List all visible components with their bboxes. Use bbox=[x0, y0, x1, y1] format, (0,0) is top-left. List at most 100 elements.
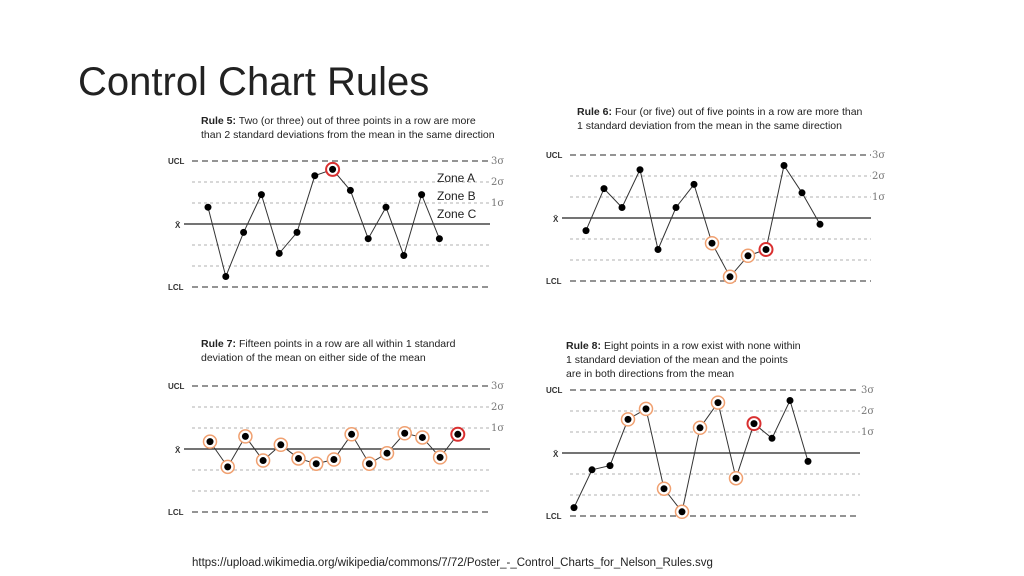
rule6-name: Rule 6: bbox=[577, 106, 613, 118]
data-point bbox=[364, 235, 372, 243]
rule8-text-2: 1 standard deviation of the mean and the… bbox=[566, 354, 788, 366]
data-point bbox=[400, 252, 408, 259]
data-point bbox=[257, 191, 265, 199]
rule8-text-1: Eight points in a row exist with none wi… bbox=[603, 340, 801, 352]
rule5-chart: UCL LCL X̄ 3σ 2σ 1σ Zone A Zone B Zone C bbox=[168, 156, 504, 292]
zone-label-3: Zone C bbox=[437, 207, 477, 221]
rule7-caption: Rule 7: Fifteen points in a row are all … bbox=[201, 337, 521, 365]
zone-label-2: Zone B bbox=[437, 189, 476, 203]
rule6-text-1: Four (or five) out of five points in a r… bbox=[614, 106, 863, 118]
ucl-label: UCL bbox=[546, 386, 563, 395]
data-point bbox=[672, 204, 680, 211]
data-point bbox=[636, 166, 644, 174]
rule8-chart: UCL LCL X̄ 3σ 2σ 1σ bbox=[546, 385, 874, 521]
zone-label-1: Zone A bbox=[437, 171, 475, 185]
mean-label: X̄ bbox=[175, 446, 181, 455]
sigma1-label: 1σ bbox=[872, 192, 885, 203]
data-point bbox=[293, 228, 301, 236]
data-point bbox=[732, 474, 740, 482]
data-point bbox=[654, 246, 662, 253]
data-point bbox=[311, 172, 319, 180]
lcl-label: LCL bbox=[168, 508, 184, 517]
data-point bbox=[418, 191, 426, 199]
series-line bbox=[573, 399, 809, 513]
rule5-text-1: Two (or three) out of three points in a … bbox=[238, 115, 476, 127]
data-point bbox=[382, 203, 390, 211]
data-point bbox=[780, 162, 788, 169]
rule8-name: Rule 8: bbox=[566, 340, 602, 352]
slide-title: Control Chart Rules bbox=[78, 60, 430, 104]
sigma1-label: 1σ bbox=[491, 198, 504, 209]
data-point bbox=[798, 189, 806, 197]
data-point bbox=[312, 460, 320, 468]
data-point bbox=[330, 456, 338, 463]
data-point bbox=[750, 420, 758, 428]
data-point bbox=[786, 397, 794, 404]
data-point bbox=[762, 246, 770, 253]
data-point bbox=[804, 457, 812, 465]
source-url: https://upload.wikimedia.org/wikipedia/c… bbox=[192, 557, 713, 569]
data-point bbox=[678, 508, 686, 516]
ucl-label: UCL bbox=[168, 382, 185, 391]
sigma1-label: 1σ bbox=[861, 427, 874, 438]
rule7-name: Rule 7: bbox=[201, 338, 237, 350]
rule8-caption: Rule 8: Eight points in a row exist with… bbox=[566, 339, 886, 381]
rule5-text-2: than 2 standard deviations from the mean… bbox=[201, 129, 495, 141]
data-point bbox=[816, 220, 824, 228]
rule5-name: Rule 5: bbox=[201, 115, 237, 127]
data-point bbox=[365, 460, 373, 468]
sigma3-label: 3σ bbox=[491, 381, 504, 392]
data-point bbox=[696, 424, 704, 432]
data-point bbox=[295, 454, 302, 462]
data-point bbox=[624, 415, 632, 423]
sigma2-label: 2σ bbox=[491, 177, 504, 188]
mean-label: X̄ bbox=[175, 221, 181, 230]
data-point bbox=[240, 228, 248, 236]
rule7-text-1: Fifteen points in a row are all within 1… bbox=[238, 338, 456, 350]
data-point bbox=[714, 399, 722, 407]
rule8-text-3: are in both directions from the mean bbox=[566, 368, 735, 380]
data-point bbox=[206, 438, 214, 446]
ucl-label: UCL bbox=[546, 151, 563, 160]
data-point bbox=[600, 185, 608, 193]
sigma2-label: 2σ bbox=[861, 406, 874, 417]
data-point bbox=[454, 430, 462, 438]
lcl-label: LCL bbox=[546, 277, 562, 286]
rule7-chart: UCL LCL X̄ 3σ 2σ 1σ bbox=[168, 381, 504, 517]
data-point bbox=[708, 239, 716, 247]
data-point bbox=[241, 432, 249, 440]
series-line bbox=[585, 164, 821, 278]
rule5-caption: Rule 5: Two (or three) out of three poin… bbox=[201, 114, 521, 142]
data-point bbox=[582, 227, 590, 235]
data-point bbox=[436, 453, 444, 461]
data-point bbox=[329, 165, 337, 173]
data-point bbox=[768, 434, 776, 442]
rule6-text-2: 1 standard deviation from the mean in th… bbox=[577, 120, 842, 132]
data-point bbox=[224, 463, 232, 471]
lcl-label: LCL bbox=[168, 283, 184, 292]
data-point bbox=[418, 433, 426, 441]
data-point bbox=[346, 186, 354, 194]
data-point bbox=[275, 249, 283, 257]
rule6-caption: Rule 6: Four (or five) out of five point… bbox=[577, 105, 897, 133]
data-point bbox=[570, 504, 578, 512]
data-point bbox=[435, 235, 443, 243]
data-point bbox=[606, 462, 614, 470]
sigma3-label: 3σ bbox=[872, 150, 885, 161]
data-point bbox=[690, 180, 698, 188]
mean-label: X̄ bbox=[553, 450, 559, 459]
sigma1-label: 1σ bbox=[491, 423, 504, 434]
data-point bbox=[401, 429, 409, 437]
mean-label: X̄ bbox=[553, 215, 559, 224]
data-point bbox=[383, 449, 391, 457]
data-point bbox=[259, 457, 267, 465]
data-point bbox=[204, 203, 212, 211]
data-point bbox=[660, 485, 668, 493]
sigma2-label: 2σ bbox=[491, 402, 504, 413]
data-point bbox=[744, 252, 752, 260]
data-point bbox=[588, 466, 596, 474]
series-line bbox=[207, 168, 440, 279]
rule7-text-2: deviation of the mean on either side of … bbox=[201, 352, 426, 364]
rule6-chart: UCL LCL X̄ 3σ 2σ 1σ bbox=[546, 150, 885, 286]
ucl-label: UCL bbox=[168, 157, 185, 166]
